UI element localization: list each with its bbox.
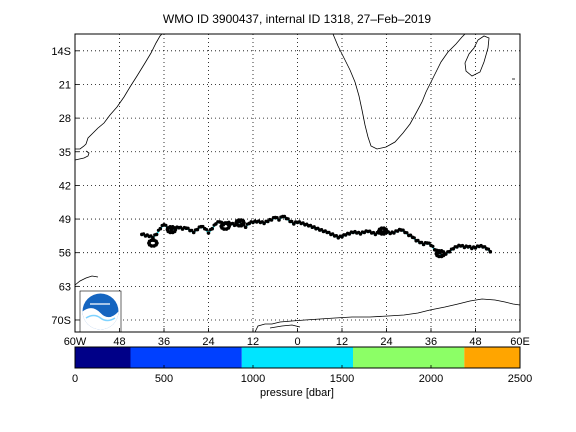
profile-marker	[186, 226, 190, 230]
profile-marker	[243, 225, 248, 229]
colorbar-segment	[75, 347, 131, 368]
lon-tick-label: 0	[294, 336, 300, 348]
lat-tick-label: 49	[59, 214, 71, 226]
profile-marker	[164, 223, 168, 227]
lat-tick-label: 42	[59, 180, 71, 192]
south-america-south-coast	[74, 150, 90, 161]
colorbar-tick-label: 1000	[241, 373, 265, 385]
longitude-labels: 60W 48 36 24 12 0 12 24 36 48 60E	[64, 328, 530, 348]
profile-marker	[158, 226, 163, 231]
profile-marker	[290, 219, 294, 224]
profile-marker	[149, 238, 154, 242]
profile-marker	[239, 223, 244, 228]
colorbar-segment	[464, 347, 520, 368]
lat-tick-label: 28	[59, 113, 71, 125]
profile-marker	[401, 228, 405, 232]
profile-marker	[170, 230, 175, 235]
antarctica-coast	[254, 298, 521, 333]
colorbar-ticks: 0 500 1000 1500 2000 2500	[72, 365, 532, 385]
profile-marker	[427, 241, 431, 245]
coastlines	[74, 33, 521, 333]
profile-marker	[405, 231, 409, 235]
lat-tick-label: 70S	[51, 315, 71, 327]
profile-marker	[154, 239, 158, 244]
lon-tick-label: 48	[469, 336, 481, 348]
lat-tick-label: 21	[59, 79, 71, 91]
profile-marker	[152, 244, 156, 248]
map-title: WMO ID 3900437, internal ID 1318, 27–Feb…	[163, 12, 431, 26]
peninsula-coast	[74, 275, 99, 286]
profile-marker	[392, 231, 396, 235]
profile-marker	[172, 226, 177, 230]
profile-marker	[205, 228, 209, 232]
colorbar-segments	[75, 347, 520, 368]
profile-marker	[384, 227, 388, 232]
float-track	[140, 214, 493, 259]
colorbar-tick-label: 1500	[330, 373, 354, 385]
profile-marker	[437, 249, 441, 253]
lon-tick-label: 48	[113, 336, 125, 348]
lon-tick-label: 60W	[64, 336, 87, 348]
profile-marker	[191, 230, 196, 235]
colorbar-label: pressure [dbar]	[260, 387, 334, 399]
profile-marker	[412, 236, 416, 240]
profile-marker	[486, 247, 491, 251]
lat-tick-label: 14S	[51, 46, 71, 58]
profile-marker	[447, 249, 452, 254]
profile-marker	[168, 225, 172, 229]
profile-marker	[206, 231, 211, 235]
south-america-coast	[75, 33, 163, 150]
lat-tick-label: 35	[59, 147, 71, 159]
profile-marker	[439, 254, 444, 259]
profile-marker	[226, 222, 231, 227]
profile-marker	[195, 227, 200, 232]
lon-tick-label: 36	[425, 336, 437, 348]
profile-marker	[154, 232, 159, 237]
profile-marker	[210, 226, 214, 231]
lon-tick-label: 12	[336, 336, 348, 348]
colorbar-segment	[130, 347, 242, 368]
lat-tick-label: 63	[59, 281, 71, 293]
profile-marker	[241, 219, 246, 223]
profile-marker	[431, 244, 435, 248]
profile-marker	[262, 221, 266, 226]
profile-marker	[214, 222, 218, 226]
profile-marker	[277, 218, 281, 222]
profile-marker	[441, 250, 446, 254]
lon-tick-label: 12	[247, 336, 259, 348]
colorbar-frame	[74, 346, 521, 369]
shelf-coast	[269, 324, 301, 329]
colorbar-tick-label: 500	[155, 373, 173, 385]
colorbar-tick-label: 2500	[508, 373, 532, 385]
colorbar-tick-label: 2000	[419, 373, 443, 385]
africa-coast	[332, 33, 466, 150]
noaa-logo-ripple	[85, 314, 116, 322]
colorbar-tick-label: 0	[72, 373, 78, 385]
latitude-labels: 14S 21 28 35 42 49 56 63 70S	[51, 46, 79, 327]
track-markers	[140, 214, 493, 259]
colorbar: 0 500 1000 1500 2000 2500 pressure [dbar]	[72, 346, 532, 399]
lon-tick-label: 60E	[510, 336, 530, 348]
colorbar-segment	[241, 347, 354, 368]
lon-tick-label: 24	[202, 336, 214, 348]
madagascar-coast	[464, 35, 490, 77]
colorbar-segment	[353, 347, 465, 368]
plot-area	[74, 33, 521, 333]
profile-marker	[286, 217, 290, 221]
noaa-logo	[79, 290, 122, 333]
lon-tick-label: 36	[158, 336, 170, 348]
profile-marker	[237, 218, 241, 222]
profile-marker	[275, 216, 279, 220]
profile-marker	[488, 249, 493, 254]
lat-tick-label: 56	[59, 248, 71, 260]
profile-marker	[269, 218, 274, 222]
lon-tick-label: 24	[380, 336, 392, 348]
